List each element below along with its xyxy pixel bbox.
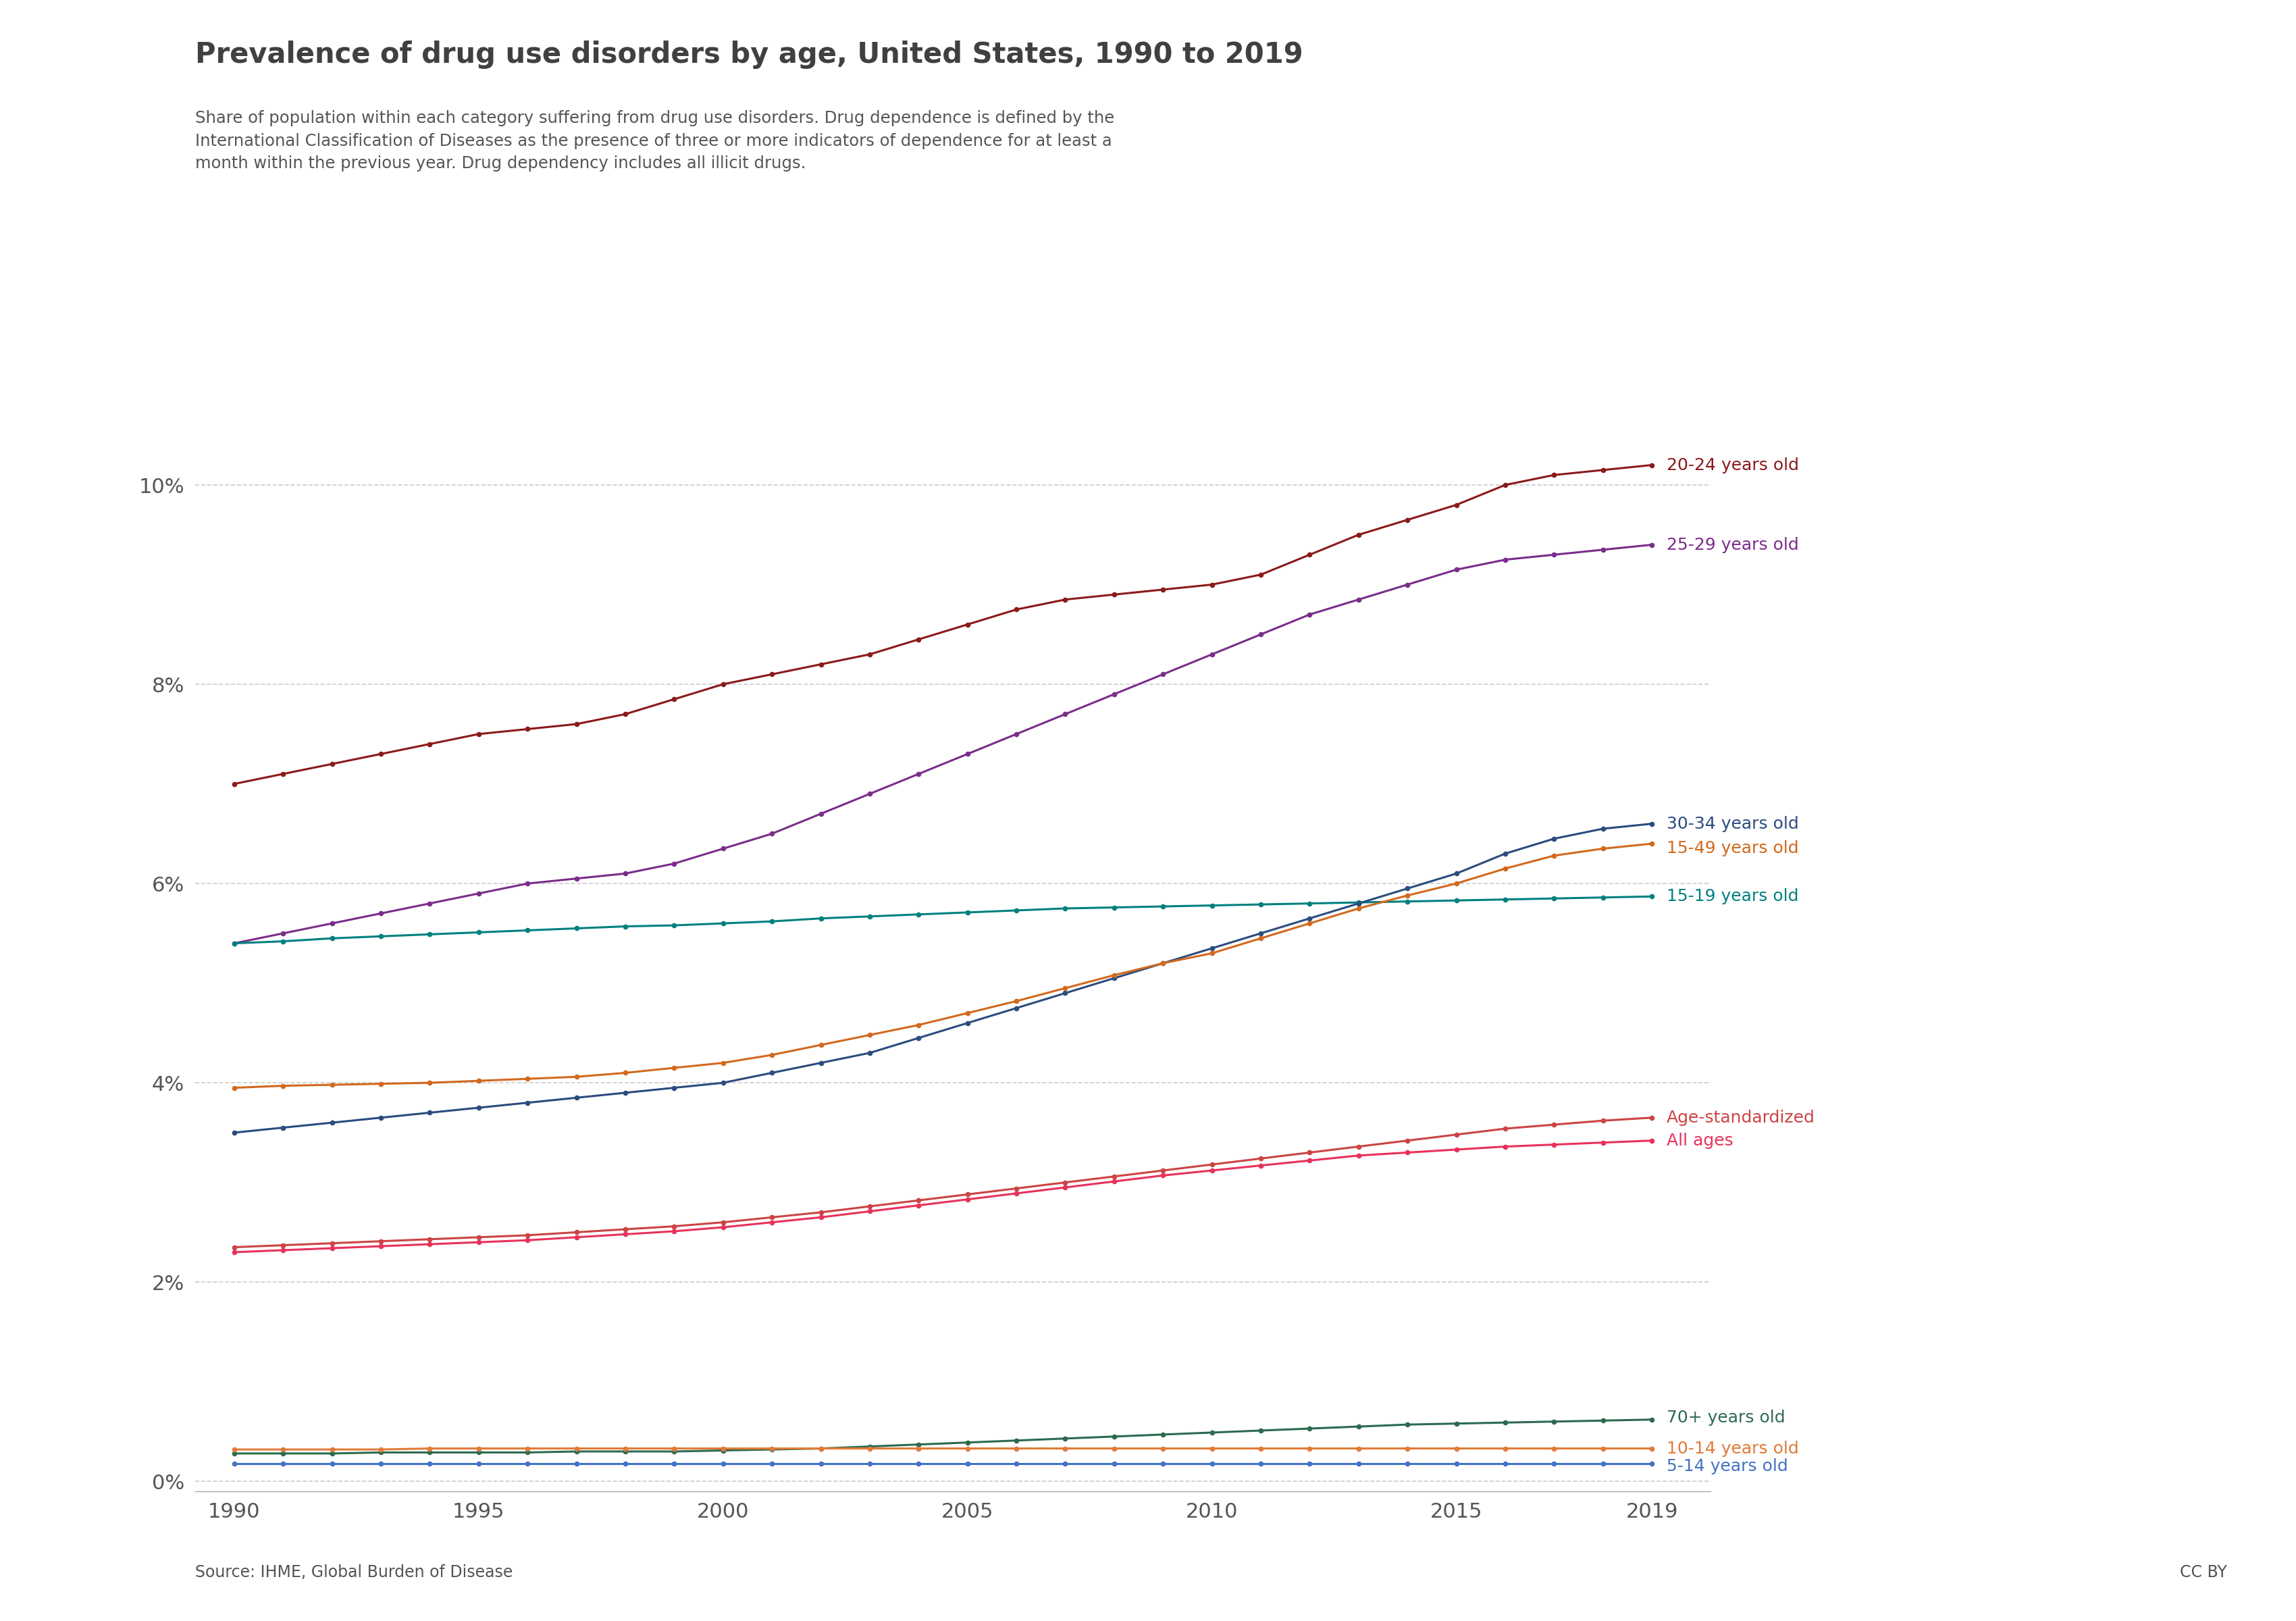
Text: All ages: All ages xyxy=(1667,1133,1733,1149)
Text: 30-34 years old: 30-34 years old xyxy=(1667,815,1798,832)
Text: 10-14 years old: 10-14 years old xyxy=(1667,1441,1798,1457)
Text: 20-24 years old: 20-24 years old xyxy=(1667,457,1798,473)
Text: 5-14 years old: 5-14 years old xyxy=(1667,1459,1789,1475)
Text: Age-standardized: Age-standardized xyxy=(1667,1109,1816,1125)
Text: CC BY: CC BY xyxy=(2179,1564,2227,1580)
Text: Our World
in Data: Our World in Data xyxy=(2055,44,2135,75)
Text: 70+ years old: 70+ years old xyxy=(1667,1410,1784,1426)
Text: 15-19 years old: 15-19 years old xyxy=(1667,888,1798,905)
Text: Prevalence of drug use disorders by age, United States, 1990 to 2019: Prevalence of drug use disorders by age,… xyxy=(195,41,1304,68)
Text: 15-49 years old: 15-49 years old xyxy=(1667,841,1798,858)
Text: 25-29 years old: 25-29 years old xyxy=(1667,537,1798,553)
Text: Share of population within each category suffering from drug use disorders. Drug: Share of population within each category… xyxy=(195,110,1114,172)
Text: Source: IHME, Global Burden of Disease: Source: IHME, Global Burden of Disease xyxy=(195,1564,512,1580)
